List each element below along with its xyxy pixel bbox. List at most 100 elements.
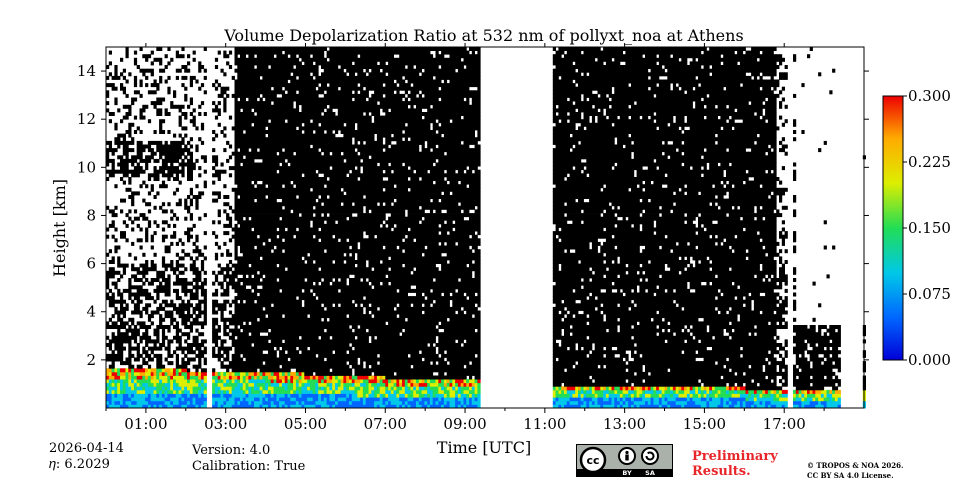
heatmap-cell [281, 223, 286, 228]
heatmap-cell [142, 397, 146, 402]
heatmap-cell [270, 252, 274, 257]
heatmap-cell [237, 335, 241, 340]
heatmap-cell [265, 209, 269, 214]
heatmap-cell [114, 306, 118, 311]
heatmap-cell [248, 130, 252, 134]
heatmap-cell [307, 332, 311, 337]
heatmap-cell [234, 296, 238, 301]
heatmap-cell [312, 328, 316, 333]
heatmap-cell [234, 104, 238, 109]
heatmap-cell [125, 393, 129, 398]
heatmap-cell [161, 166, 166, 171]
heatmap-cell [265, 368, 269, 373]
heatmap-cell [276, 339, 280, 344]
heatmap-cell [295, 72, 300, 77]
heatmap-cell [242, 223, 246, 228]
heatmap-cell [262, 54, 266, 59]
heatmap-cell [265, 386, 269, 391]
heatmap-cell [237, 180, 241, 185]
heatmap-cell [287, 108, 291, 113]
heatmap-cell [122, 166, 126, 171]
heatmap-cell [293, 270, 297, 275]
heatmap-cell [309, 364, 314, 369]
heatmap-cell [318, 50, 322, 55]
heatmap-cell [226, 158, 230, 163]
heatmap-cell [108, 296, 112, 301]
heatmap-cell [156, 112, 160, 116]
heatmap-cell [295, 371, 300, 376]
heatmap-cell [142, 361, 146, 366]
heatmap-cell [131, 158, 135, 163]
heatmap-cell [114, 122, 118, 127]
heatmap-cell [284, 256, 288, 261]
heatmap-cell [220, 353, 224, 358]
heatmap-cell [262, 184, 266, 189]
heatmap-cell [323, 285, 327, 290]
heatmap-cell [281, 371, 286, 376]
heatmap-cell [226, 389, 230, 394]
heatmap-cell [309, 97, 314, 102]
heatmap-cell [125, 54, 129, 59]
heatmap-cell [240, 213, 244, 218]
heatmap-cell [175, 260, 179, 264]
heatmap-cell [290, 57, 294, 62]
heatmap-cell [240, 393, 244, 398]
heatmap-cell [281, 166, 286, 171]
heatmap-cell [309, 65, 314, 69]
heatmap-cell [139, 108, 143, 113]
heatmap-cell [284, 126, 288, 131]
heatmap-cell [220, 346, 224, 351]
heatmap-cell [131, 368, 135, 373]
heatmap-cell [131, 328, 135, 333]
heatmap-cell [298, 306, 302, 311]
heatmap-cell [287, 47, 291, 51]
heatmap-cell [276, 61, 280, 66]
heatmap-cell [251, 173, 255, 178]
heatmap-cell [173, 166, 177, 171]
heatmap-cell [301, 361, 305, 366]
heatmap-cell [290, 332, 294, 337]
heatmap-cell [145, 270, 149, 275]
heatmap-cell [262, 162, 266, 167]
heatmap-cell [223, 209, 227, 214]
heatmap-cell [312, 137, 316, 142]
heatmap-cell [164, 368, 168, 373]
heatmap-cell [251, 137, 255, 142]
heatmap-cell [273, 371, 277, 376]
heatmap-cell [284, 317, 288, 322]
heatmap-cell [108, 317, 112, 322]
heatmap-cell [187, 314, 191, 319]
heatmap-cell [139, 335, 143, 340]
heatmap-cell [281, 317, 286, 322]
heatmap-cell [284, 325, 288, 329]
heatmap-cell [120, 234, 124, 239]
heatmap-cell [276, 314, 280, 319]
heatmap-cell [279, 86, 283, 91]
heatmap-cell [262, 375, 266, 380]
heatmap-cell [301, 72, 305, 77]
heatmap-cell [170, 397, 174, 402]
heatmap-cell [323, 375, 327, 380]
heatmap-cell [142, 274, 146, 279]
heatmap-cell [304, 133, 308, 138]
heatmap-cell [298, 382, 302, 387]
heatmap-cell [295, 108, 300, 113]
heatmap-cell [254, 314, 258, 319]
heatmap-cell [295, 231, 300, 236]
heatmap-cell [273, 317, 277, 322]
heatmap-cell [307, 364, 311, 369]
heatmap-cell [279, 61, 283, 66]
heatmap-cell [200, 155, 205, 160]
heatmap-cell [251, 393, 255, 398]
heatmap-cell [323, 180, 327, 185]
heatmap-cell [153, 346, 157, 351]
heatmap-cell [175, 140, 179, 145]
heatmap-cell [153, 332, 157, 337]
heatmap-cell [284, 231, 288, 236]
heatmap-cell [128, 317, 132, 322]
heatmap-cell [114, 97, 118, 102]
heatmap-cell [189, 187, 193, 192]
heatmap-cell [284, 75, 288, 80]
heatmap-cell [150, 140, 154, 145]
heatmap-cell [200, 371, 205, 376]
